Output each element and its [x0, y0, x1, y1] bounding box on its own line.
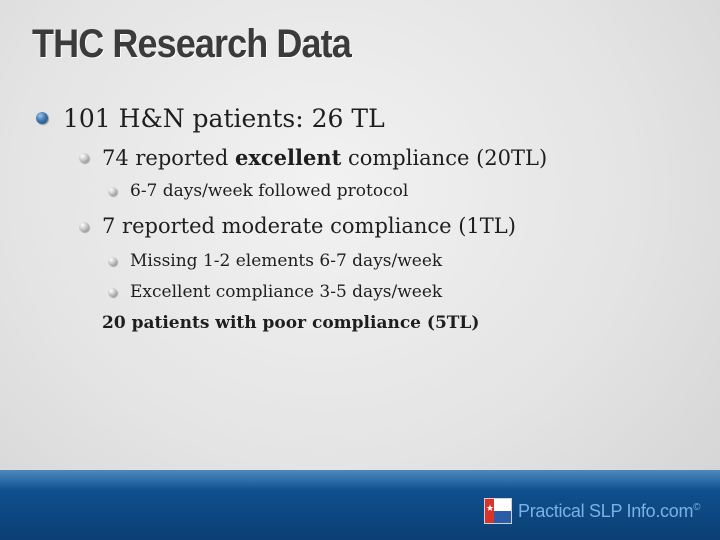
bullet-text-moderate: 7 reported moderate compliance (1TL) [102, 214, 516, 238]
logo-name: Practical SLP Info.com [518, 500, 694, 521]
footer-highlight [0, 470, 720, 490]
bullet-level3-icon [108, 288, 117, 297]
bullet-level3-icon [108, 257, 117, 266]
logo-mark: © [693, 501, 701, 513]
bullet-level3-icon [108, 187, 117, 196]
logo-text: Practical SLP Info.com© [518, 500, 701, 522]
texas-flag-icon: ★ [484, 498, 512, 524]
bullet-text-poor: 20 patients with poor compliance (5TL) [102, 313, 480, 333]
excellent-bold: excellent [234, 145, 342, 170]
excellent-suffix: compliance (20TL) [341, 146, 548, 170]
footer-logo: ★ Practical SLP Info.com© [484, 497, 701, 525]
bullet-level2-icon [79, 222, 89, 232]
bullet-text-protocol: 6-7 days/week followed protocol [130, 181, 409, 201]
slide-title: THC Research Data [32, 22, 352, 66]
bullet-level1-icon [36, 112, 48, 124]
flag-red-stripe [485, 499, 494, 523]
bullet-text-patients: 101 H&N patients: 26 TL [63, 104, 385, 133]
flag-blue-stripe [494, 511, 511, 523]
bullet-text-missing: Missing 1-2 elements 6-7 days/week [130, 251, 443, 271]
bullet-text-excellent-compliance: Excellent compliance 3-5 days/week [130, 282, 443, 302]
excellent-prefix: 74 reported [102, 146, 235, 170]
flag-star-icon: ★ [486, 504, 495, 514]
bullet-text-excellent: 74 reported excellent compliance (20TL) [102, 145, 547, 170]
bullet-level2-icon [79, 153, 89, 163]
